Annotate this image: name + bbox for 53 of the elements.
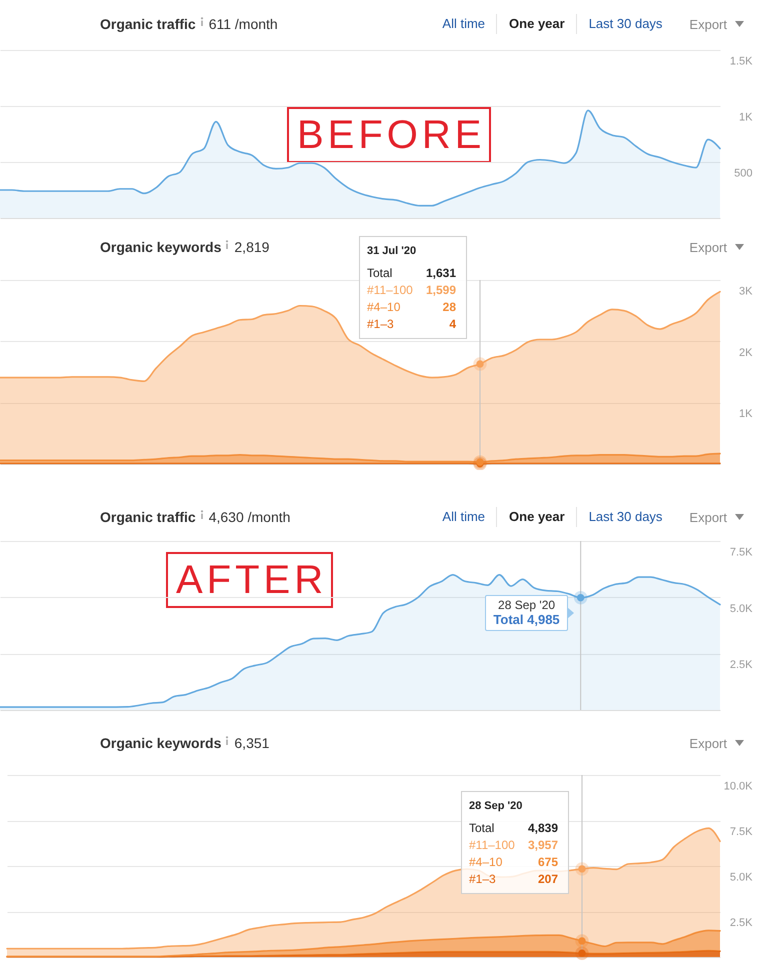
chart-title: Organic traffic [100,509,196,525]
text: #11–100 [367,282,413,299]
y-tick-label: 1.5K [730,56,754,68]
y-tick-label: 500 [734,168,752,180]
annotation: 28 Sep '20 [497,598,556,612]
chart-subtitle: 611 /month [208,16,278,32]
text: One year [496,507,576,527]
y-tick-label: 5.0K [730,602,754,615]
chart-title: Organic keywords [100,735,222,751]
annotation: Total [469,820,494,837]
annotation: 3,957 [528,837,558,854]
text: 31 Jul '20 [367,244,418,258]
text: Export [689,736,727,750]
text: Last 30 days [576,14,662,34]
text: Export [689,16,727,32]
y-tick-label: 1K [739,112,754,124]
series-label: #11–100 [469,837,515,854]
text: All time [442,15,486,33]
chart-subtitle: 6,351 [234,735,270,751]
text: One year [496,14,576,34]
text: #4–10 [469,854,502,871]
text: #1–3 [469,871,496,888]
y-tick-label: 1K [739,408,754,420]
text: #1–3 [367,316,394,333]
chart-subtitle: 4,630 /month [208,509,290,525]
text: #4–10 [367,299,400,316]
chart-title: Organic traffic [100,16,196,32]
y-tick-label: 10.0K [724,780,754,792]
annotation: 28 Sep '20 [469,799,524,813]
annotation: 207 [538,871,558,888]
annotation: 1,599 [426,282,456,299]
y-tick-label: 3K [739,286,754,298]
y-tick-label: 2.5K [730,917,754,929]
y-tick-label: 7.5K [730,826,754,838]
text: 1,631 [426,265,456,282]
y-tick-label: 5.0K [730,872,754,884]
text: Export [689,240,727,254]
annotation: BEFORE [287,107,492,163]
y-tick-label: 2K [739,346,754,359]
annotation: 4 [449,316,456,333]
text: All time [442,508,486,526]
annotation: 675 [538,854,558,871]
chart-title: Organic keywords [100,239,222,255]
y-tick-label: 7.5K [730,546,754,558]
y-tick-label: 2.5K [730,659,754,672]
annotation: AFTER [166,552,334,608]
text: Last 30 days [576,507,662,527]
data-label: Total 4,985 [493,612,560,628]
text: Total [367,265,392,282]
total-label: 4,839 [528,820,558,837]
text: Export [689,510,727,524]
chart-subtitle: 2,819 [234,239,270,255]
annotation: 28 [442,299,456,316]
